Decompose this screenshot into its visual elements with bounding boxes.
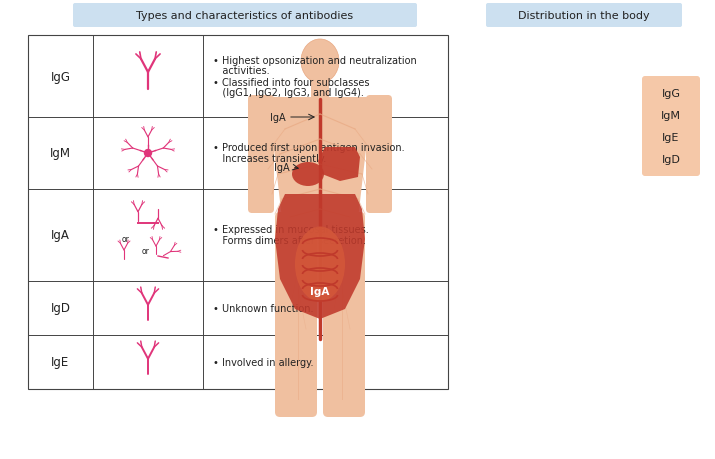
Bar: [311, 82, 329, 100]
FancyBboxPatch shape: [323, 213, 365, 417]
FancyBboxPatch shape: [248, 96, 274, 213]
Text: IgA: IgA: [51, 229, 70, 242]
Circle shape: [144, 150, 152, 157]
Text: (IgG1, IgG2, IgG3, and IgG4).: (IgG1, IgG2, IgG3, and IgG4).: [213, 88, 364, 98]
Text: IgE: IgE: [51, 356, 69, 369]
Ellipse shape: [282, 213, 358, 235]
Text: • Highest opsonization and neutralization: • Highest opsonization and neutralizatio…: [213, 56, 417, 65]
FancyBboxPatch shape: [275, 213, 317, 417]
Text: • Produced first upon antigen invasion.: • Produced first upon antigen invasion.: [213, 143, 405, 153]
Ellipse shape: [301, 40, 339, 84]
Text: activities.: activities.: [213, 67, 270, 76]
Text: • Expressed in mucosal tissues.: • Expressed in mucosal tissues.: [213, 225, 369, 235]
Polygon shape: [318, 148, 360, 182]
Text: IgD: IgD: [51, 302, 71, 315]
Bar: [28, 36, 448, 389]
Text: Distribution in the body: Distribution in the body: [518, 11, 650, 21]
FancyBboxPatch shape: [366, 96, 392, 213]
Polygon shape: [268, 98, 372, 219]
Text: IgA: IgA: [270, 113, 286, 123]
Text: or: or: [142, 247, 150, 256]
FancyBboxPatch shape: [73, 4, 417, 28]
Text: IgG: IgG: [51, 70, 71, 84]
Text: IgD: IgD: [661, 155, 681, 165]
Text: IgA: IgA: [275, 162, 290, 173]
FancyBboxPatch shape: [486, 4, 682, 28]
Text: • Involved in allergy.: • Involved in allergy.: [213, 357, 313, 367]
Text: Forms dimers after secretion.: Forms dimers after secretion.: [213, 236, 366, 246]
Text: or: or: [122, 235, 130, 244]
Ellipse shape: [292, 162, 324, 187]
FancyBboxPatch shape: [642, 77, 700, 177]
Text: IgM: IgM: [661, 111, 681, 121]
Text: • Classified into four subclasses: • Classified into four subclasses: [213, 77, 370, 87]
Polygon shape: [275, 195, 365, 319]
Text: • Unknown function.: • Unknown function.: [213, 303, 313, 313]
Text: Increases transiently.: Increases transiently.: [213, 154, 326, 164]
Text: IgM: IgM: [50, 147, 71, 160]
Text: IgE: IgE: [662, 133, 680, 143]
Text: Types and characteristics of antibodies: Types and characteristics of antibodies: [137, 11, 353, 21]
Text: IgA: IgA: [310, 286, 330, 297]
Text: IgG: IgG: [661, 89, 681, 99]
Ellipse shape: [295, 227, 345, 302]
